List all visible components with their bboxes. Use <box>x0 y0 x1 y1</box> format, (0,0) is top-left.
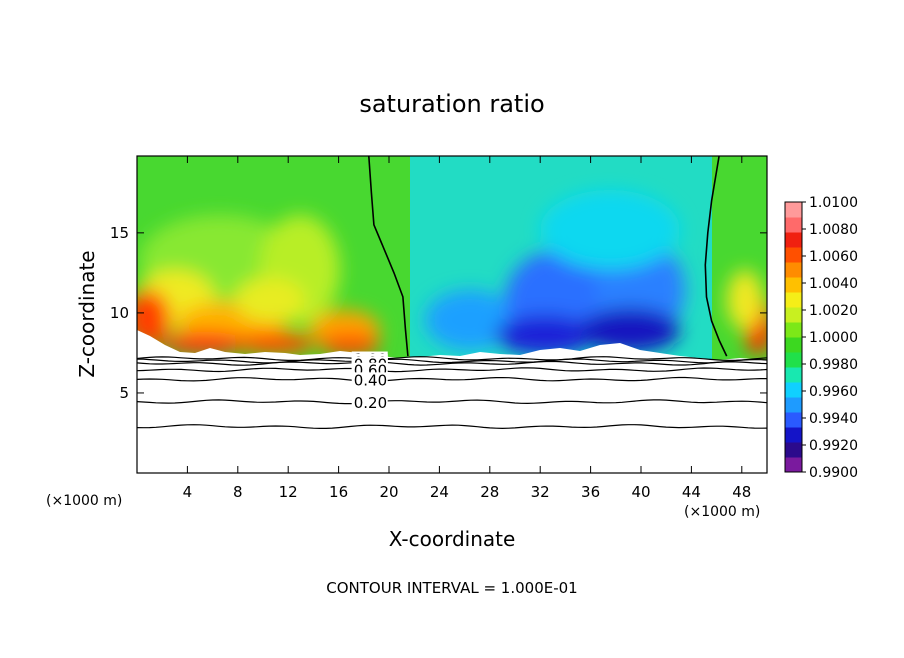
x-tick-label: 24 <box>430 483 449 501</box>
colorbar-band <box>785 352 802 368</box>
blob-red-ridge-1 <box>160 332 250 354</box>
x-tick-label: 12 <box>279 483 298 501</box>
y-axis-label: Z-coordinate <box>75 250 99 377</box>
x-tick-label: 28 <box>480 483 499 501</box>
saturation-boundary-line <box>368 156 409 357</box>
contour-labels: 1.000.900.800.600.400.20 <box>351 351 388 412</box>
x-unit-left: (×1000 m) <box>46 493 122 509</box>
contour-interval-note: CONTOUR INTERVAL = 1.000E-01 <box>326 579 577 597</box>
colorbar: 1.0100 1.0080 1.0060 1.0040 1.0020 1.0000 0.99… <box>784 195 858 481</box>
blob-yellow-ridge <box>235 278 305 322</box>
colorbar-band <box>785 337 802 353</box>
y-tick-label: 15 <box>110 224 129 242</box>
saturation-boundaries <box>368 156 728 357</box>
colorbar-tick-label: 0.9940 <box>809 411 858 427</box>
blob-yellow-east <box>727 270 763 330</box>
colorbar-tick-label: 0.9960 <box>809 384 858 400</box>
x-tick-label: 20 <box>379 483 398 501</box>
y-tick-label: 10 <box>110 304 129 322</box>
colorbar-band <box>785 442 802 458</box>
contour-label-backdrop <box>351 372 388 387</box>
contour-line <box>137 358 767 364</box>
heatmap-field <box>137 156 767 473</box>
contour-label: 0.40 <box>354 371 387 389</box>
colorbar-band <box>785 202 802 218</box>
colorbar-band <box>785 367 802 383</box>
x-tick-label: 4 <box>183 483 193 501</box>
colorbar-tick-label: 1.0040 <box>809 276 858 292</box>
colorbar-band <box>785 292 802 308</box>
saturation-boundary-line <box>704 156 728 357</box>
blob-red-ridge-3 <box>320 335 380 355</box>
colorbar-band <box>785 382 802 398</box>
colorbar-band <box>785 427 802 443</box>
x-tick-label: 36 <box>581 483 600 501</box>
contour-line <box>137 367 767 373</box>
contour-line <box>137 360 767 366</box>
colorbar-band <box>785 397 802 413</box>
chart-title: saturation ratio <box>359 90 544 118</box>
colorbar-band <box>785 247 802 263</box>
x-axis-label: X-coordinate <box>389 527 516 551</box>
x-ticks: 4 8 12 16 20 24 28 32 36 40 44 48 <box>183 156 751 501</box>
colorbar-tick-label: 1.0020 <box>809 303 858 319</box>
x-tick-label: 32 <box>531 483 550 501</box>
x-tick-label: 8 <box>233 483 243 501</box>
colorbar-tick-label: 1.0060 <box>809 249 858 265</box>
colorbar-band <box>785 232 802 248</box>
colorbar-band <box>785 262 802 278</box>
colorbar-tick-label: 0.9900 <box>809 465 858 481</box>
colorbar-band <box>785 412 802 428</box>
plot-frame <box>136 155 768 474</box>
contour-lines <box>137 356 767 430</box>
colorbar-tick-label: 0.9980 <box>809 357 858 373</box>
blob-red-west-edge <box>137 290 170 346</box>
x-tick-label: 44 <box>682 483 701 501</box>
colorbar-band <box>785 307 802 323</box>
x-unit-right: (×1000 m) <box>684 504 760 520</box>
y-ticks: 5 10 15 <box>110 224 767 402</box>
y-tick-label: 5 <box>119 384 129 402</box>
contour-label-backdrop <box>351 394 388 409</box>
field-blobs <box>137 190 767 355</box>
contour-line <box>137 399 767 405</box>
contour-line <box>137 356 767 361</box>
contour-line <box>137 424 767 430</box>
colorbar-band <box>785 322 802 338</box>
x-tick-label: 16 <box>329 483 348 501</box>
colorbar-tick-label: 0.9920 <box>809 438 858 454</box>
blob-cyan-upper <box>540 190 680 270</box>
colorbar-tick-label: 1.0100 <box>809 195 858 211</box>
contour-label: 0.20 <box>354 394 387 412</box>
colorbar-band <box>785 217 802 233</box>
colorbar-tick-label: 1.0080 <box>809 222 858 238</box>
colorbar-band <box>785 457 802 473</box>
blob-deepblue-2 <box>580 308 680 352</box>
blob-deepblue-1 <box>495 315 595 355</box>
contour-line <box>137 376 767 382</box>
x-tick-label: 48 <box>732 483 751 501</box>
x-tick-label: 40 <box>631 483 650 501</box>
colorbar-tick-label: 1.0000 <box>809 330 858 346</box>
blob-blue-center <box>425 290 515 350</box>
colorbar-band <box>785 277 802 293</box>
blob-red-ridge-2 <box>235 332 315 354</box>
